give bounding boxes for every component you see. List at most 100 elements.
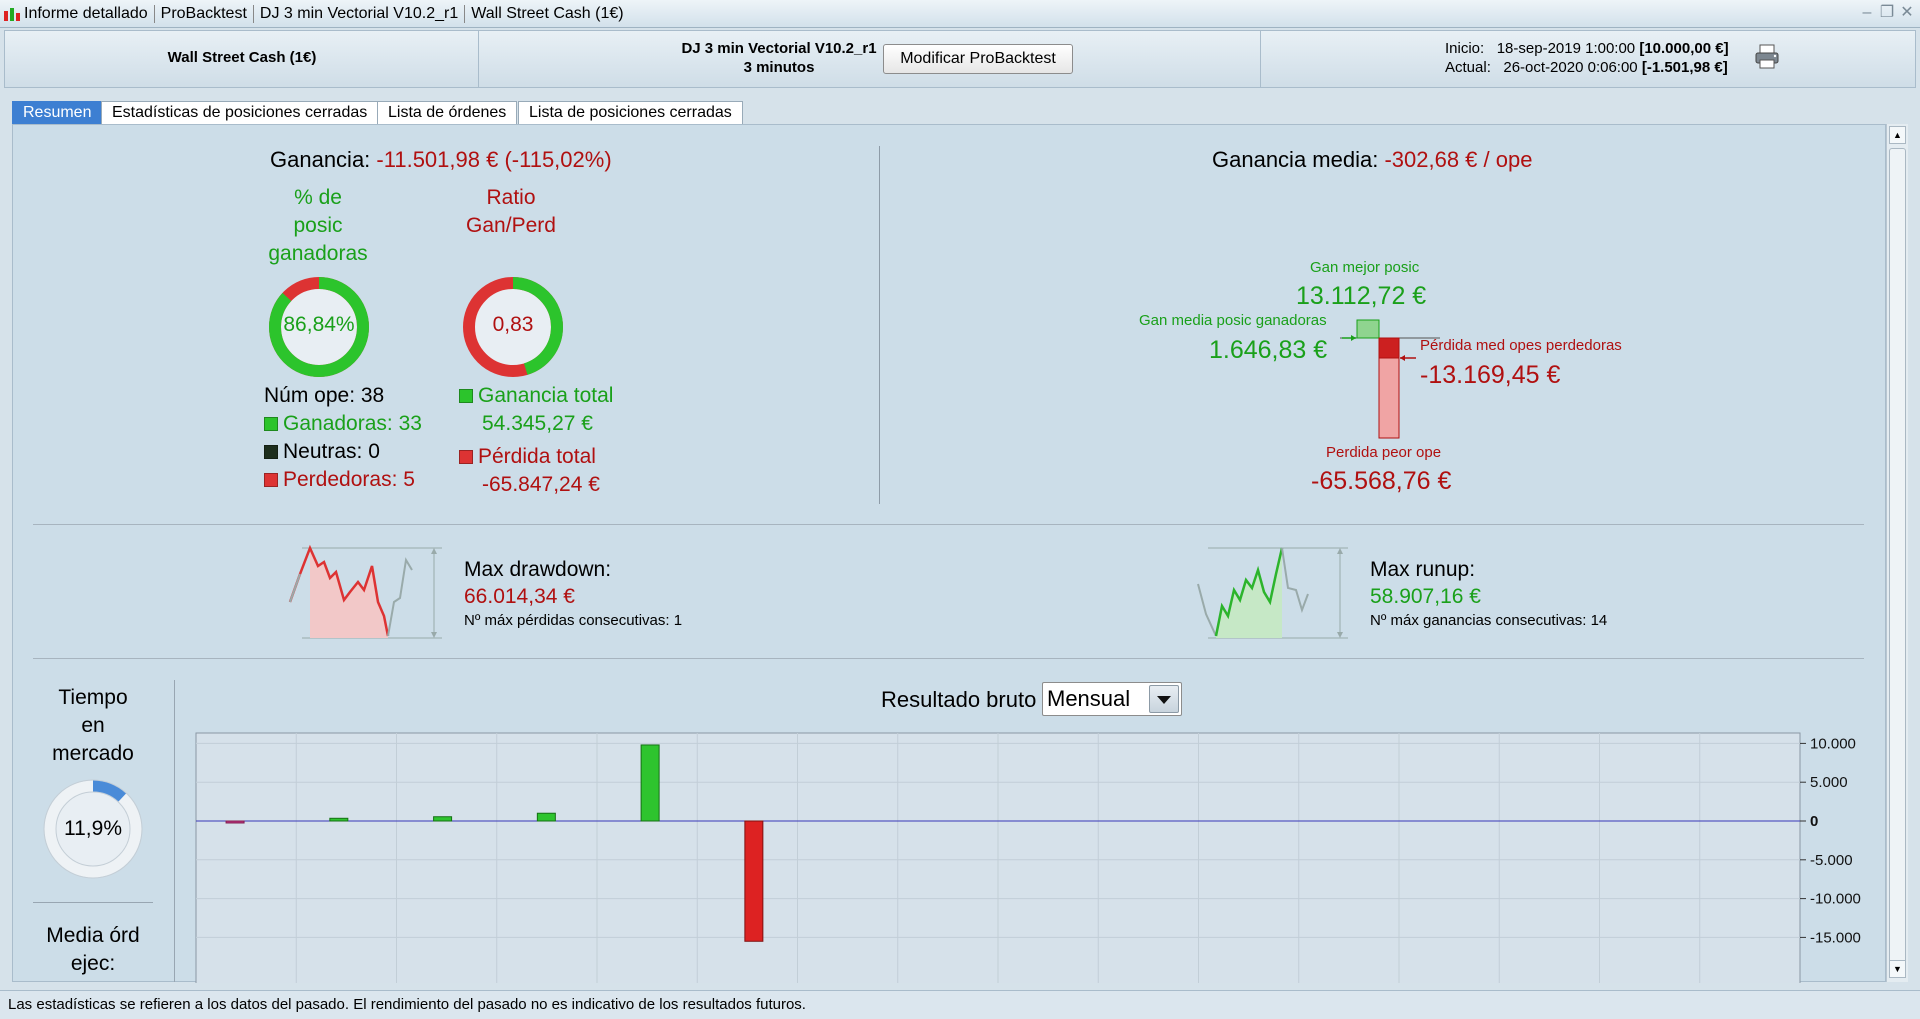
tab-lista-posiciones[interactable]: Lista de posiciones cerradas	[518, 101, 743, 125]
gain-value: -11.501,98 € (-115,02%)	[376, 147, 612, 172]
modify-probacktest-button[interactable]: Modificar ProBacktest	[883, 44, 1073, 74]
close-icon[interactable]: ✕	[1900, 4, 1914, 21]
best-label: Gan mejor posic	[1310, 259, 1420, 276]
total-gain-label: Ganancia total	[478, 384, 614, 407]
start-date: 18-sep-2019 1:00:00	[1496, 40, 1636, 57]
start-label: Inicio:	[1445, 40, 1485, 57]
avg-win-value: 1.646,83 €	[1209, 336, 1328, 364]
ratio-title-line: Ratio	[486, 186, 536, 209]
drawdown-mini-chart	[288, 544, 442, 639]
avg-win-label: Gan media posic ganadoras	[1139, 312, 1327, 329]
period-select[interactable]: Mensual	[1042, 682, 1182, 716]
scroll-thumb[interactable]	[1889, 148, 1906, 970]
period-select-value: Mensual	[1047, 686, 1131, 711]
title-segment: ProBacktest	[160, 5, 247, 22]
y-tick-label: -10.000	[1810, 891, 1861, 908]
tab-resumen[interactable]: Resumen	[12, 101, 103, 125]
strategy-cell: DJ 3 min Vectorial V10.2_r1 3 minutos Mo…	[479, 31, 1261, 87]
runup-label: Max runup:	[1370, 558, 1476, 581]
gain-label: Ganancia:	[270, 147, 371, 172]
y-tick-label: 0	[1810, 813, 1818, 830]
current-date: 26-oct-2020 0:06:00	[1503, 59, 1638, 76]
market-time-title-line: mercado	[52, 742, 134, 765]
market-time-value: 11,9%	[64, 817, 122, 840]
win-pct-title-line: % de	[294, 186, 342, 209]
current-row: Actual: 26-oct-2020 0:06:00 [-1.501,98 €…	[1445, 59, 1728, 76]
tab-lista-ordenes[interactable]: Lista de órdenes	[377, 101, 518, 125]
status-bar: Las estadísticas se refieren a los datos…	[0, 990, 1920, 1019]
winners-count: Ganadoras: 33	[283, 412, 422, 435]
win-pct-title-line: posic	[293, 214, 343, 237]
worst-label: Perdida peor ope	[1326, 444, 1442, 461]
chevron-down-icon[interactable]	[1149, 685, 1179, 713]
win-pct-donut	[269, 277, 369, 377]
ratio-donut	[463, 277, 563, 377]
total-loss-label: Pérdida total	[478, 445, 596, 468]
market-time-title-line: en	[81, 714, 105, 737]
ratio-title-line: Gan/Perd	[466, 214, 556, 237]
avg-loss-value: -13.169,45 €	[1420, 361, 1561, 389]
instrument-cell: Wall Street Cash (1€)	[5, 31, 479, 87]
bar	[640, 744, 660, 822]
market-time-title: Tiempo en mercado	[33, 684, 153, 768]
bar	[744, 820, 764, 942]
media-ord-title-line: Media órd	[46, 924, 140, 947]
market-time-donut	[43, 779, 143, 879]
y-tick-label: -15.000	[1810, 929, 1861, 946]
dates-cell: Inicio: 18-sep-2019 1:00:00 [10.000,00 €…	[1261, 31, 1917, 87]
ratio-value: 0,83	[492, 313, 534, 336]
y-tick-label: 10.000	[1810, 735, 1856, 752]
losers-row: Perdedoras: 5	[264, 468, 415, 492]
current-value: [-1.501,98 €]	[1641, 59, 1728, 76]
best-value: 13.112,72 €	[1296, 282, 1427, 310]
minimize-icon[interactable]: –	[1862, 4, 1872, 21]
avg-gain-line: Ganancia media: -302,68 € / ope	[1212, 147, 1532, 173]
total-loss-value: -65.847,24 €	[482, 473, 600, 496]
drawdown-consecutive: Nº máx pérdidas consecutivas: 1	[464, 612, 683, 629]
win-pct-title: % de posic ganadoras	[256, 184, 380, 268]
winners-row: Ganadoras: 33	[264, 412, 422, 436]
window-titlebar: Informe detallado ProBacktest DJ 3 min Vec…	[0, 0, 1920, 28]
avg-gain-bar-diagram	[1340, 319, 1440, 439]
scroll-up-icon[interactable]: ▲	[1889, 126, 1906, 144]
bar	[433, 816, 453, 822]
section-separator	[33, 658, 1864, 659]
title-segment: Informe detallado	[24, 5, 148, 22]
report-header: Wall Street Cash (1€) DJ 3 min Vectorial…	[4, 30, 1916, 88]
instrument-name: Wall Street Cash (1€)	[167, 49, 317, 66]
market-divider	[174, 680, 175, 982]
y-tick-label: 5.000	[1810, 774, 1848, 791]
losers-count: Perdedoras: 5	[283, 468, 415, 491]
bar	[329, 817, 349, 822]
printer-icon[interactable]	[1753, 43, 1783, 71]
neutral-count: Neutras: 0	[283, 440, 380, 463]
start-row: Inicio: 18-sep-2019 1:00:00 [10.000,00 €…	[1445, 40, 1729, 57]
result-chart-label: Resultado bruto	[881, 687, 1037, 712]
restore-icon[interactable]: ❐	[1879, 4, 1895, 21]
tab-estadisticas-posiciones[interactable]: Estadísticas de posiciones cerradas	[101, 101, 379, 125]
num-ops: Núm ope: 38	[264, 384, 385, 407]
vertical-scrollbar[interactable]: ▲ ▼	[1886, 124, 1908, 982]
total-loss-row: Pérdida total	[459, 445, 596, 469]
ratio-title: Ratio Gan/Perd	[455, 184, 567, 240]
bar	[536, 812, 556, 822]
drawdown-value: 66.014,34 €	[464, 585, 575, 608]
win-pct-title-line: ganadoras	[268, 242, 368, 265]
media-ord-title: Media órd ejec:	[33, 922, 153, 978]
avg-gain-value: -302,68 € / ope	[1384, 147, 1533, 172]
title-segment: Wall Street Cash (1€)	[471, 5, 624, 22]
app-logo-icon	[0, 0, 24, 28]
worst-value: -65.568,76 €	[1311, 467, 1452, 495]
total-gain-row: Ganancia total	[459, 384, 613, 408]
y-tick-label: -5.000	[1810, 852, 1853, 869]
scroll-down-icon[interactable]: ▼	[1889, 960, 1906, 978]
summary-divider	[879, 146, 880, 504]
avg-gain-label: Ganancia media:	[1212, 147, 1379, 172]
current-label: Actual:	[1445, 59, 1491, 76]
market-time-title-line: Tiempo	[58, 686, 128, 709]
market-separator	[33, 902, 153, 903]
section-separator	[33, 524, 1864, 525]
win-pct-value: 86,84%	[283, 313, 355, 336]
total-gain-value: 54.345,27 €	[482, 412, 593, 435]
runup-value: 58.907,16 €	[1370, 585, 1481, 608]
